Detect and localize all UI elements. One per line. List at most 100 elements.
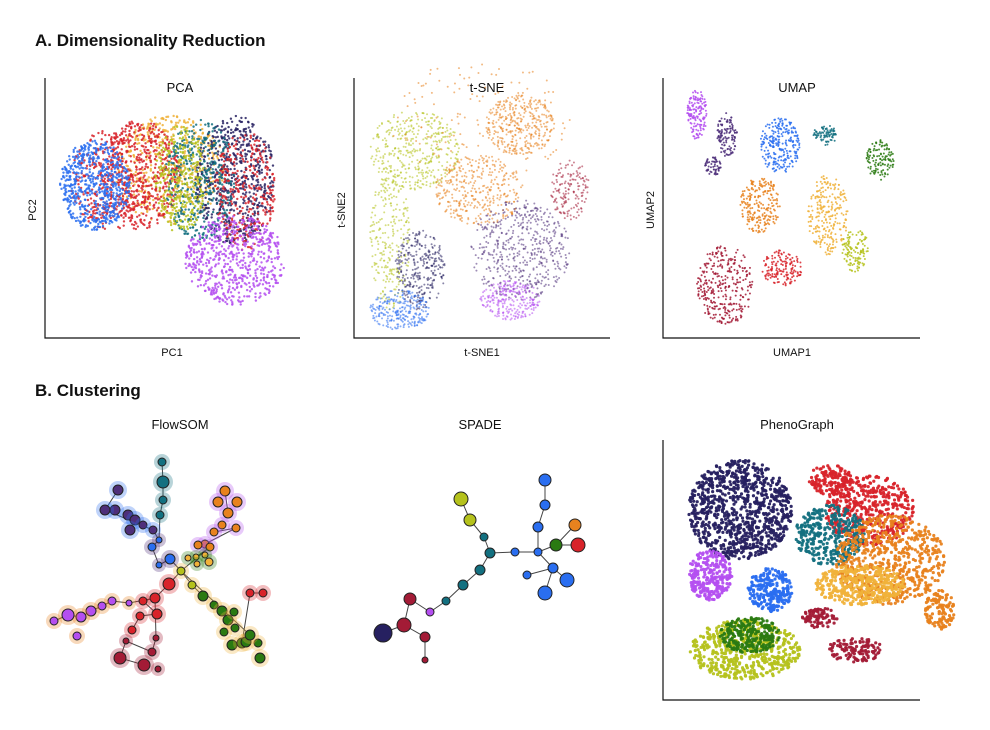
umap-xlabel: UMAP1 [773, 347, 811, 359]
graph-node [112, 484, 124, 496]
graph-node [537, 585, 553, 601]
graph-node [148, 525, 158, 535]
graph-node [419, 631, 431, 643]
graph-node [127, 625, 137, 635]
umap-points [686, 89, 895, 325]
phenograph-axes [662, 440, 920, 701]
graph-node [155, 510, 165, 520]
graph-node [187, 580, 197, 590]
graph-node [258, 588, 268, 598]
graph-node [154, 665, 162, 673]
graph-node [124, 524, 136, 536]
flowsom-title: FlowSOM [151, 417, 208, 432]
graph-node [474, 564, 486, 576]
graph-node [245, 588, 255, 598]
graph-node [61, 608, 75, 622]
graph-node [192, 553, 200, 561]
graph-node [231, 523, 241, 533]
graph-node [99, 504, 111, 516]
flowsom-tree [46, 454, 271, 676]
tsne-xlabel: t-SNE1 [464, 347, 499, 359]
graph-node [193, 560, 201, 568]
graph-node [212, 496, 224, 508]
graph-node [479, 532, 489, 542]
tsne-points [369, 63, 590, 331]
graph-node [463, 513, 477, 527]
graph-node [155, 536, 163, 544]
pca-xlabel: PC1 [161, 347, 182, 359]
graph-node [230, 623, 240, 633]
graph-node [254, 652, 266, 664]
graph-node [113, 651, 127, 665]
graph-node [176, 566, 186, 576]
pca-points [58, 114, 285, 306]
tsne-ylabel: t-SNE2 [336, 192, 348, 227]
graph-node [158, 495, 168, 505]
tsne-axes [353, 78, 610, 339]
graph-node [396, 617, 412, 633]
graph-node [216, 605, 228, 617]
graph-node [229, 607, 239, 617]
graph-node [421, 656, 429, 664]
graph-node [204, 557, 214, 567]
graph-node [539, 499, 551, 511]
graph-node [441, 596, 451, 606]
graph-node [549, 538, 563, 552]
graph-node [152, 634, 160, 642]
graph-node [559, 572, 575, 588]
graph-node [510, 547, 520, 557]
graph-node [72, 631, 82, 641]
graph-node [538, 473, 552, 487]
graph-node [138, 596, 148, 606]
graph-node [201, 551, 209, 559]
graph-node [209, 600, 219, 610]
pca-ylabel: PC2 [27, 199, 39, 220]
graph-node [137, 658, 151, 672]
phenograph-points [687, 459, 956, 681]
graph-node [522, 570, 532, 580]
phenograph-title: PhenoGraph [760, 417, 834, 432]
graph-node [533, 547, 543, 557]
graph-node [484, 547, 496, 559]
graph-node [253, 638, 263, 648]
graph-node [570, 537, 586, 553]
graph-node [147, 647, 157, 657]
graph-node [156, 475, 170, 489]
section-a-title: A. Dimensionality Reduction [35, 31, 265, 50]
graph-node [373, 623, 393, 643]
graph-node [219, 485, 231, 497]
graph-node [193, 540, 203, 550]
graph-node [568, 518, 582, 532]
graph-node [222, 614, 234, 626]
graph-node [129, 514, 141, 526]
graph-node [151, 608, 163, 620]
graph-node [403, 592, 417, 606]
axes-a [44, 78, 920, 339]
graph-node [197, 590, 209, 602]
graph-node [97, 601, 107, 611]
graph-node [162, 577, 176, 591]
pca-axes [44, 78, 300, 339]
umap-ylabel: UMAP2 [645, 191, 657, 229]
graph-node [157, 457, 167, 467]
graph-node [75, 611, 87, 623]
graph-node [49, 616, 59, 626]
umap-axes [662, 78, 920, 339]
graph-node [219, 627, 229, 637]
graph-node [107, 596, 117, 606]
graph-node [231, 496, 243, 508]
graph-node [155, 561, 163, 569]
graph-node [457, 579, 469, 591]
section-b-title: B. Clustering [35, 381, 141, 400]
graph-node [135, 611, 145, 621]
pca-title: PCA [167, 80, 194, 95]
graph-node [222, 507, 234, 519]
graph-node [125, 599, 133, 607]
umap-title: UMAP [778, 80, 816, 95]
graph-node [532, 521, 544, 533]
tsne-title: t-SNE [470, 80, 505, 95]
graph-node [453, 491, 469, 507]
graph-node [217, 520, 227, 530]
graph-node [85, 605, 97, 617]
